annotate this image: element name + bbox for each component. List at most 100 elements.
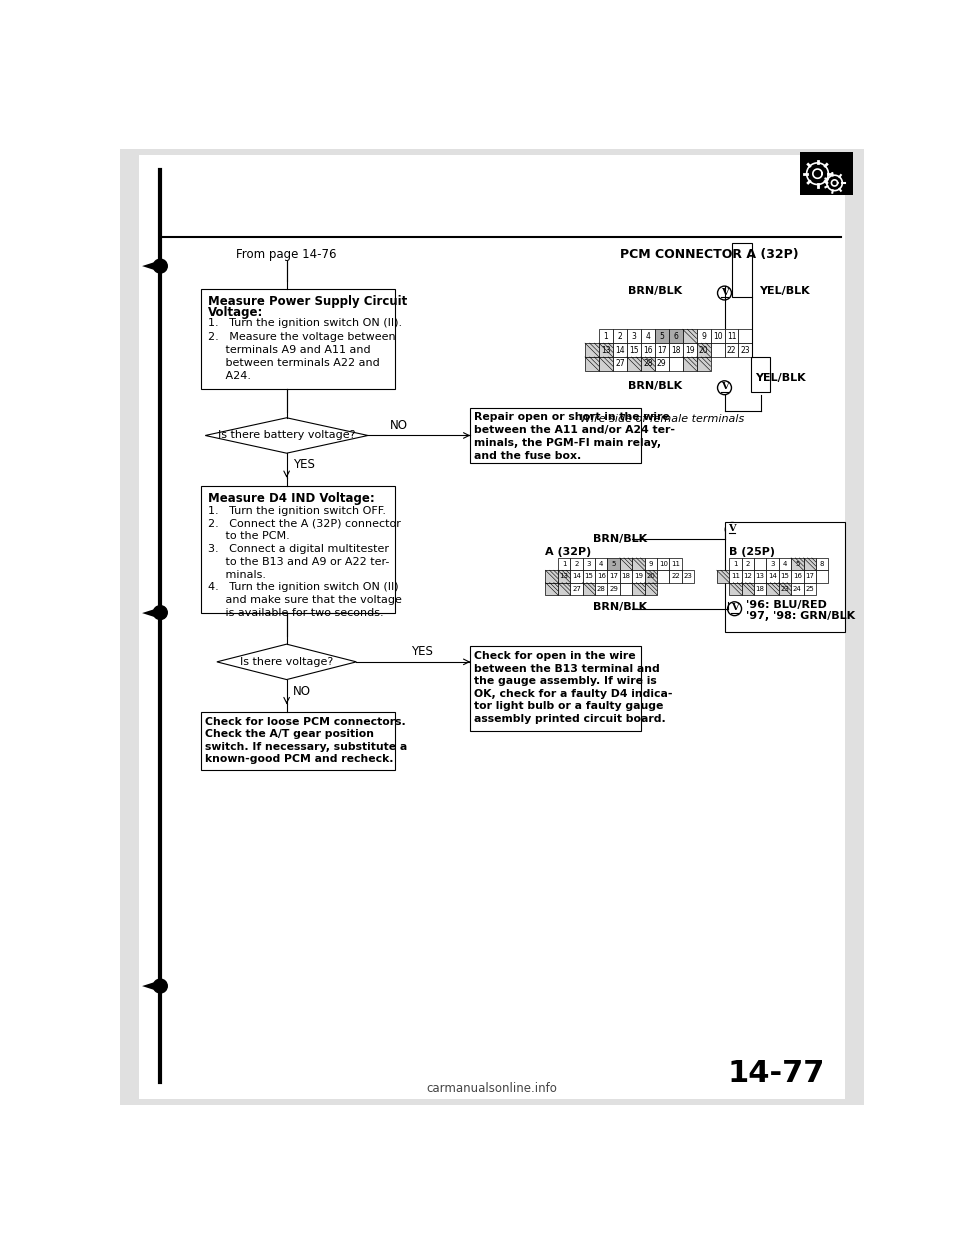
Text: 13: 13 — [560, 574, 568, 579]
Text: 19: 19 — [634, 574, 643, 579]
FancyBboxPatch shape — [570, 570, 583, 582]
FancyBboxPatch shape — [599, 329, 612, 343]
FancyBboxPatch shape — [545, 570, 558, 582]
Circle shape — [717, 286, 732, 301]
FancyBboxPatch shape — [682, 570, 694, 582]
Text: 18: 18 — [756, 586, 765, 591]
FancyBboxPatch shape — [655, 343, 669, 356]
Text: 8: 8 — [820, 561, 825, 568]
Circle shape — [725, 523, 739, 537]
Text: 25: 25 — [805, 586, 814, 591]
FancyBboxPatch shape — [697, 329, 710, 343]
FancyBboxPatch shape — [816, 558, 828, 570]
FancyBboxPatch shape — [710, 329, 725, 343]
FancyBboxPatch shape — [669, 329, 683, 343]
Text: 10: 10 — [712, 332, 722, 340]
FancyBboxPatch shape — [655, 356, 669, 371]
Text: 4: 4 — [645, 332, 650, 340]
Text: 18: 18 — [621, 574, 631, 579]
FancyBboxPatch shape — [608, 582, 620, 595]
Text: Is there battery voltage?: Is there battery voltage? — [218, 431, 355, 441]
Text: Repair open or short in the wire
between the A11 and/or A24 ter-
minals, the PGM: Repair open or short in the wire between… — [474, 412, 675, 461]
FancyBboxPatch shape — [645, 570, 657, 582]
FancyBboxPatch shape — [669, 558, 682, 570]
Text: 29: 29 — [657, 359, 666, 369]
Text: From page 14-76: From page 14-76 — [236, 248, 337, 261]
Text: carmanualsonline.info: carmanualsonline.info — [426, 1082, 558, 1095]
FancyBboxPatch shape — [751, 356, 770, 391]
FancyBboxPatch shape — [583, 582, 595, 595]
Text: BRN/BLK: BRN/BLK — [628, 381, 682, 391]
FancyBboxPatch shape — [627, 356, 641, 371]
Text: 3: 3 — [632, 332, 636, 340]
Text: BRN/BLK: BRN/BLK — [592, 534, 647, 544]
FancyBboxPatch shape — [470, 407, 641, 463]
FancyBboxPatch shape — [612, 329, 627, 343]
Text: 15: 15 — [585, 574, 593, 579]
FancyBboxPatch shape — [558, 582, 570, 595]
FancyBboxPatch shape — [633, 582, 645, 595]
Text: 11: 11 — [671, 561, 681, 568]
Text: 13: 13 — [756, 574, 765, 579]
Text: Check for open in the wire
between the B13 terminal and
the gauge assembly. If w: Check for open in the wire between the B… — [474, 651, 673, 724]
Text: Measure D4 IND Voltage:: Measure D4 IND Voltage: — [207, 492, 374, 504]
FancyBboxPatch shape — [697, 356, 710, 371]
Text: 17: 17 — [805, 574, 814, 579]
FancyBboxPatch shape — [545, 582, 558, 595]
Text: PCM CONNECTOR A (32P): PCM CONNECTOR A (32P) — [620, 248, 799, 261]
Text: V: V — [721, 288, 729, 297]
Text: 1.   Turn the ignition switch ON (II).
2.   Measure the voltage between
     ter: 1. Turn the ignition switch ON (II). 2. … — [207, 318, 401, 381]
Text: YEL/BLK: YEL/BLK — [759, 287, 810, 297]
FancyBboxPatch shape — [683, 329, 697, 343]
Text: 14: 14 — [615, 345, 625, 354]
Text: 27: 27 — [615, 359, 625, 369]
Text: BRN/BLK: BRN/BLK — [592, 602, 647, 612]
FancyBboxPatch shape — [804, 570, 816, 582]
FancyBboxPatch shape — [710, 343, 725, 356]
Text: A (32P): A (32P) — [545, 546, 591, 556]
FancyBboxPatch shape — [655, 329, 669, 343]
Text: 16: 16 — [793, 574, 802, 579]
Text: ◄: ◄ — [142, 604, 156, 622]
Text: V: V — [731, 604, 738, 612]
Text: 5: 5 — [612, 561, 616, 568]
Text: 14-77: 14-77 — [728, 1058, 826, 1088]
Text: 11: 11 — [731, 574, 740, 579]
FancyBboxPatch shape — [139, 155, 845, 1099]
FancyBboxPatch shape — [627, 343, 641, 356]
FancyBboxPatch shape — [791, 582, 804, 595]
FancyBboxPatch shape — [612, 356, 627, 371]
Text: 20: 20 — [646, 574, 656, 579]
FancyBboxPatch shape — [779, 570, 791, 582]
Circle shape — [717, 381, 732, 395]
Text: 14: 14 — [572, 574, 581, 579]
FancyBboxPatch shape — [779, 558, 791, 570]
Text: Measure Power Supply Circuit: Measure Power Supply Circuit — [207, 296, 407, 308]
FancyBboxPatch shape — [620, 570, 633, 582]
Text: 1: 1 — [733, 561, 737, 568]
FancyBboxPatch shape — [816, 570, 828, 582]
FancyBboxPatch shape — [669, 343, 683, 356]
FancyBboxPatch shape — [633, 570, 645, 582]
FancyBboxPatch shape — [669, 570, 682, 582]
FancyBboxPatch shape — [620, 558, 633, 570]
FancyBboxPatch shape — [612, 343, 627, 356]
Text: 2: 2 — [746, 561, 750, 568]
Circle shape — [728, 602, 741, 616]
Text: 5: 5 — [795, 561, 800, 568]
Text: ◄: ◄ — [142, 976, 156, 996]
Text: B (25P): B (25P) — [730, 546, 775, 556]
Text: 17: 17 — [610, 574, 618, 579]
Text: 4: 4 — [782, 561, 787, 568]
FancyBboxPatch shape — [641, 329, 655, 343]
FancyBboxPatch shape — [645, 582, 657, 595]
Text: 28: 28 — [643, 359, 653, 369]
Text: YES: YES — [293, 458, 315, 471]
FancyBboxPatch shape — [657, 570, 669, 582]
Text: Check for loose PCM connectors.
Check the A/T gear position
switch. If necessary: Check for loose PCM connectors. Check th… — [205, 717, 407, 764]
FancyBboxPatch shape — [669, 356, 683, 371]
Text: '96: BLU/RED: '96: BLU/RED — [746, 600, 828, 610]
Text: 23: 23 — [684, 574, 692, 579]
FancyBboxPatch shape — [717, 570, 730, 582]
FancyBboxPatch shape — [741, 582, 754, 595]
